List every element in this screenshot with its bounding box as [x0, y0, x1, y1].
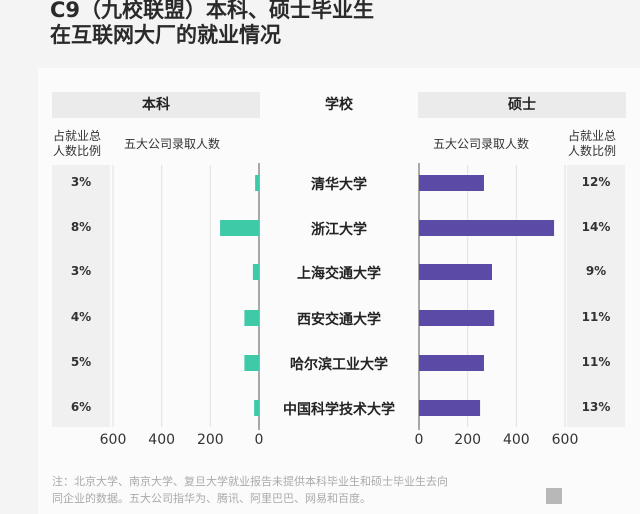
bar-undergrad	[255, 175, 259, 191]
master-share-label: 11%	[581, 355, 611, 369]
bar-undergrad	[244, 310, 259, 326]
school-label: 浙江大学	[311, 222, 367, 238]
header-school: 学校	[325, 97, 353, 113]
header-undergrad: 本科	[52, 92, 260, 118]
subheader-right-count: 五大公司录取人数	[433, 137, 530, 151]
subheader-right-pct: 占就业总人数比例	[568, 129, 617, 158]
x-tick-left: 400	[148, 432, 176, 448]
undergrad-share-label: 3%	[70, 264, 92, 278]
master-share-label: 11%	[581, 310, 611, 324]
gray-square-marker	[546, 488, 562, 504]
master-share-label: 12%	[581, 175, 611, 189]
x-tick-left: 600	[99, 432, 127, 448]
left-pct-column	[52, 165, 110, 427]
footnote-line1: 注：北京大学、南京大学、复旦大学就业报告未提供本科毕业生和硕士毕业生去向	[52, 475, 448, 488]
x-tick-left: 200	[196, 432, 224, 448]
undergrad-share-label: 3%	[70, 175, 92, 189]
bar-undergrad	[244, 355, 259, 371]
subheader-left-pct: 占就业总人数比例	[53, 129, 102, 158]
x-tick-right: 600	[551, 432, 579, 448]
header-master: 硕士	[418, 92, 626, 118]
master-share-label: 13%	[581, 400, 611, 414]
bar-undergrad	[220, 220, 259, 236]
school-label: 西安交通大学	[297, 312, 381, 328]
subheader-left-count: 五大公司录取人数	[124, 137, 221, 151]
bar-master	[419, 175, 484, 191]
chart-card	[38, 68, 640, 514]
bar-master	[419, 310, 495, 326]
bar-undergrad	[254, 400, 259, 416]
school-label: 上海交通大学	[297, 266, 381, 282]
undergrad-share-label: 8%	[70, 220, 92, 234]
x-tick-right: 0	[414, 432, 424, 448]
right-pct-column	[567, 165, 625, 427]
bar-master	[419, 264, 492, 280]
school-label: 清华大学	[311, 177, 367, 193]
undergrad-share-label: 4%	[70, 310, 92, 324]
chart-title-line1: C9（九校联盟）本科、硕士毕业生	[50, 0, 375, 22]
master-share-label: 14%	[581, 220, 611, 234]
master-share-label: 9%	[585, 264, 607, 278]
footnote-line2: 同企业的数据。五大公司指华为、腾讯、阿里巴巴、网易和百度。	[52, 492, 371, 505]
bar-master	[419, 220, 555, 236]
bar-undergrad	[252, 264, 259, 280]
undergrad-share-label: 5%	[70, 355, 92, 369]
school-label: 哈尔滨工业大学	[290, 357, 388, 373]
bar-master	[419, 355, 484, 371]
x-tick-left: 0	[254, 432, 264, 448]
x-tick-right: 400	[502, 432, 530, 448]
undergrad-share-label: 6%	[70, 400, 92, 414]
x-tick-right: 200	[454, 432, 482, 448]
chart-title-line2: 在互联网大厂的就业情况	[50, 23, 281, 47]
school-label: 中国科学技术大学	[283, 402, 395, 418]
bar-master	[419, 400, 481, 416]
